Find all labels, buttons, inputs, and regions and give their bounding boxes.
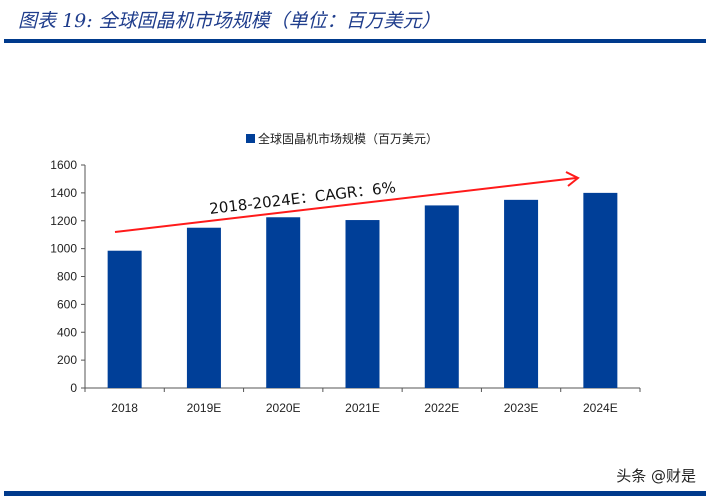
y-tick-label: 1400: [50, 186, 77, 200]
y-tick-label: 1000: [50, 242, 77, 256]
y-tick-label: 400: [57, 325, 77, 339]
y-tick-label: 800: [57, 270, 77, 284]
legend-label: 全球固晶机市场规模（百万美元）: [258, 131, 438, 146]
trend-arrow-line: [114, 177, 577, 233]
y-tick-label: 200: [57, 353, 77, 367]
bottom-rule: [4, 491, 706, 496]
y-tick-label: 0: [70, 381, 77, 395]
legend: 全球固晶机市场规模（百万美元）: [246, 131, 438, 146]
y-tick-label: 1600: [50, 158, 77, 172]
x-tick-label: 2024E: [583, 401, 618, 415]
x-tick-label: 2021E: [345, 401, 380, 415]
bar: [583, 192, 618, 388]
x-tick-label: 2019E: [187, 401, 222, 415]
figure-title: 图表 19: 全球固晶机市场规模（单位：百万美元）: [18, 10, 441, 32]
bar: [345, 220, 380, 388]
bar: [107, 250, 142, 388]
y-tick-label: 600: [57, 297, 77, 311]
bar: [424, 205, 459, 388]
y-tick-label: 1200: [50, 214, 77, 228]
bar: [504, 199, 539, 388]
x-tick-label: 2023E: [504, 401, 539, 415]
bar: [266, 217, 301, 388]
watermark: 头条 @财是: [616, 467, 696, 485]
x-tick-label: 2018: [111, 401, 138, 415]
x-tick-label: 2022E: [424, 401, 459, 415]
cagr-label: 2018-2024E：CAGR：6%: [208, 178, 396, 218]
top-rule: [4, 39, 706, 43]
arrow-head-icon: [565, 171, 580, 187]
legend-swatch: [246, 134, 255, 143]
x-tick-label: 2020E: [266, 401, 301, 415]
bar: [186, 227, 221, 388]
